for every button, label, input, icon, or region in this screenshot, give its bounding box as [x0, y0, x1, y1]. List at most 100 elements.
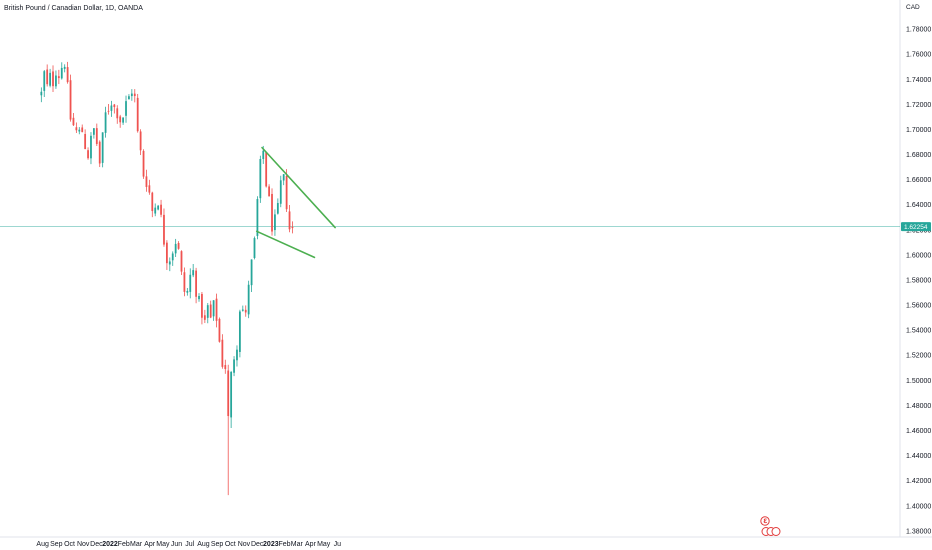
candle-body	[171, 253, 174, 261]
price-axis[interactable]: 1.38000 1.40000 1.42000 1.44000 1.46000 1.480…	[906, 27, 931, 536]
time-tick-label: Feb	[278, 541, 290, 548]
price-badge-background	[901, 222, 931, 232]
last-price-badge: 1.62254	[901, 222, 931, 232]
trendlines[interactable]	[255, 146, 336, 259]
candles	[40, 61, 294, 496]
time-tick-label: 2022	[102, 541, 118, 548]
time-tick-label: Oct	[64, 541, 75, 548]
candle-body	[247, 284, 250, 315]
candle-body	[107, 110, 110, 112]
candle-body	[160, 204, 162, 215]
candle-body	[110, 105, 113, 111]
time-tick-label: Dec	[251, 541, 264, 548]
event-icon[interactable]	[760, 516, 770, 526]
price-tick-label: 1.40000	[906, 503, 931, 510]
price-tick-label: 1.46000	[906, 428, 931, 435]
candle-body	[282, 174, 285, 181]
candle-body	[256, 199, 259, 236]
candle-body	[201, 293, 203, 318]
candle-body	[244, 309, 247, 313]
price-tick-label: 1.66000	[906, 177, 931, 184]
candle-body	[98, 141, 101, 164]
price-tick-label: 1.54000	[906, 328, 931, 335]
candle-body	[157, 205, 160, 210]
time-tick-label: Sep	[211, 541, 224, 548]
candle-body	[215, 298, 218, 321]
candle-body	[49, 72, 51, 86]
candle-body	[212, 300, 215, 317]
currency-label: CAD	[906, 4, 920, 11]
candle-body	[84, 133, 87, 150]
candle-body	[174, 243, 177, 254]
price-tick-label: 1.78000	[906, 27, 931, 34]
price-tick-label: 1.48000	[906, 403, 931, 410]
candle-body	[75, 127, 78, 131]
candle-body	[90, 135, 92, 159]
price-tick-label: 1.42000	[906, 478, 931, 485]
time-tick-label: Aug	[197, 541, 210, 548]
economic-events[interactable]: ℇ	[760, 516, 781, 536]
time-tick-label: Oct	[225, 541, 236, 548]
candle-body	[209, 304, 212, 318]
candle-body	[265, 151, 268, 187]
event-icon-glyph: ℇ	[763, 518, 767, 525]
candle-body	[250, 259, 253, 286]
candle-body	[274, 214, 276, 231]
price-tick-label: 1.50000	[906, 378, 931, 385]
candle-body	[165, 242, 168, 264]
candle-body	[218, 318, 221, 342]
candle-body	[142, 150, 145, 177]
candle-body	[163, 214, 165, 245]
candle-body	[92, 128, 95, 135]
price-tick-label: 1.70000	[906, 127, 931, 134]
price-tick-label: 1.58000	[906, 277, 931, 284]
price-tick-label: 1.74000	[906, 77, 931, 84]
candle-body	[72, 117, 75, 126]
time-tick-label: Jun	[171, 541, 182, 548]
candle-body	[241, 309, 244, 311]
candle-body	[116, 108, 119, 119]
candle-body	[148, 185, 151, 193]
candle-body	[288, 211, 291, 230]
time-tick-label: Nov	[77, 541, 90, 548]
candle-body	[230, 371, 233, 418]
candle-body	[104, 112, 107, 133]
candle-body	[87, 150, 89, 159]
candle-body	[125, 101, 127, 116]
candle-body	[139, 131, 142, 151]
candle-body	[180, 251, 183, 272]
price-tick-label: 1.38000	[906, 528, 931, 535]
time-tick-label: Sep	[50, 541, 63, 548]
event-icon[interactable]	[771, 527, 781, 536]
price-tick-label: 1.72000	[906, 102, 931, 109]
candle-body	[279, 180, 282, 204]
candle-body	[224, 365, 227, 370]
candle-body	[268, 186, 270, 197]
candle-body	[168, 261, 171, 265]
candle-body	[189, 274, 192, 292]
price-badge-value: 1.62254	[904, 224, 928, 231]
candle-body	[52, 71, 54, 87]
price-tick-label: 1.60000	[906, 252, 931, 259]
candle-body	[60, 67, 63, 79]
time-tick-label: May	[317, 541, 331, 548]
price-tick-label: 1.52000	[906, 353, 931, 360]
candle-body	[43, 71, 46, 91]
candle-body	[119, 116, 122, 123]
candle-body	[238, 311, 241, 352]
candle-body	[55, 75, 57, 87]
time-tick-label: Jul	[185, 541, 194, 548]
candle-body	[95, 128, 98, 144]
candle-body	[186, 290, 189, 293]
candle-body	[145, 176, 148, 187]
trendline[interactable]	[261, 146, 336, 229]
candle-body	[113, 104, 116, 108]
time-tick-label: May	[156, 541, 170, 548]
candle-body	[46, 69, 49, 85]
candle-body	[151, 192, 154, 212]
time-tick-label: 2023	[263, 541, 279, 548]
trendline[interactable]	[255, 230, 316, 259]
time-axis[interactable]: Aug Sep Oct Nov Dec 2022 Feb Mar Apr May Jun Jul Aug…	[36, 541, 341, 548]
candle-body	[63, 66, 66, 69]
